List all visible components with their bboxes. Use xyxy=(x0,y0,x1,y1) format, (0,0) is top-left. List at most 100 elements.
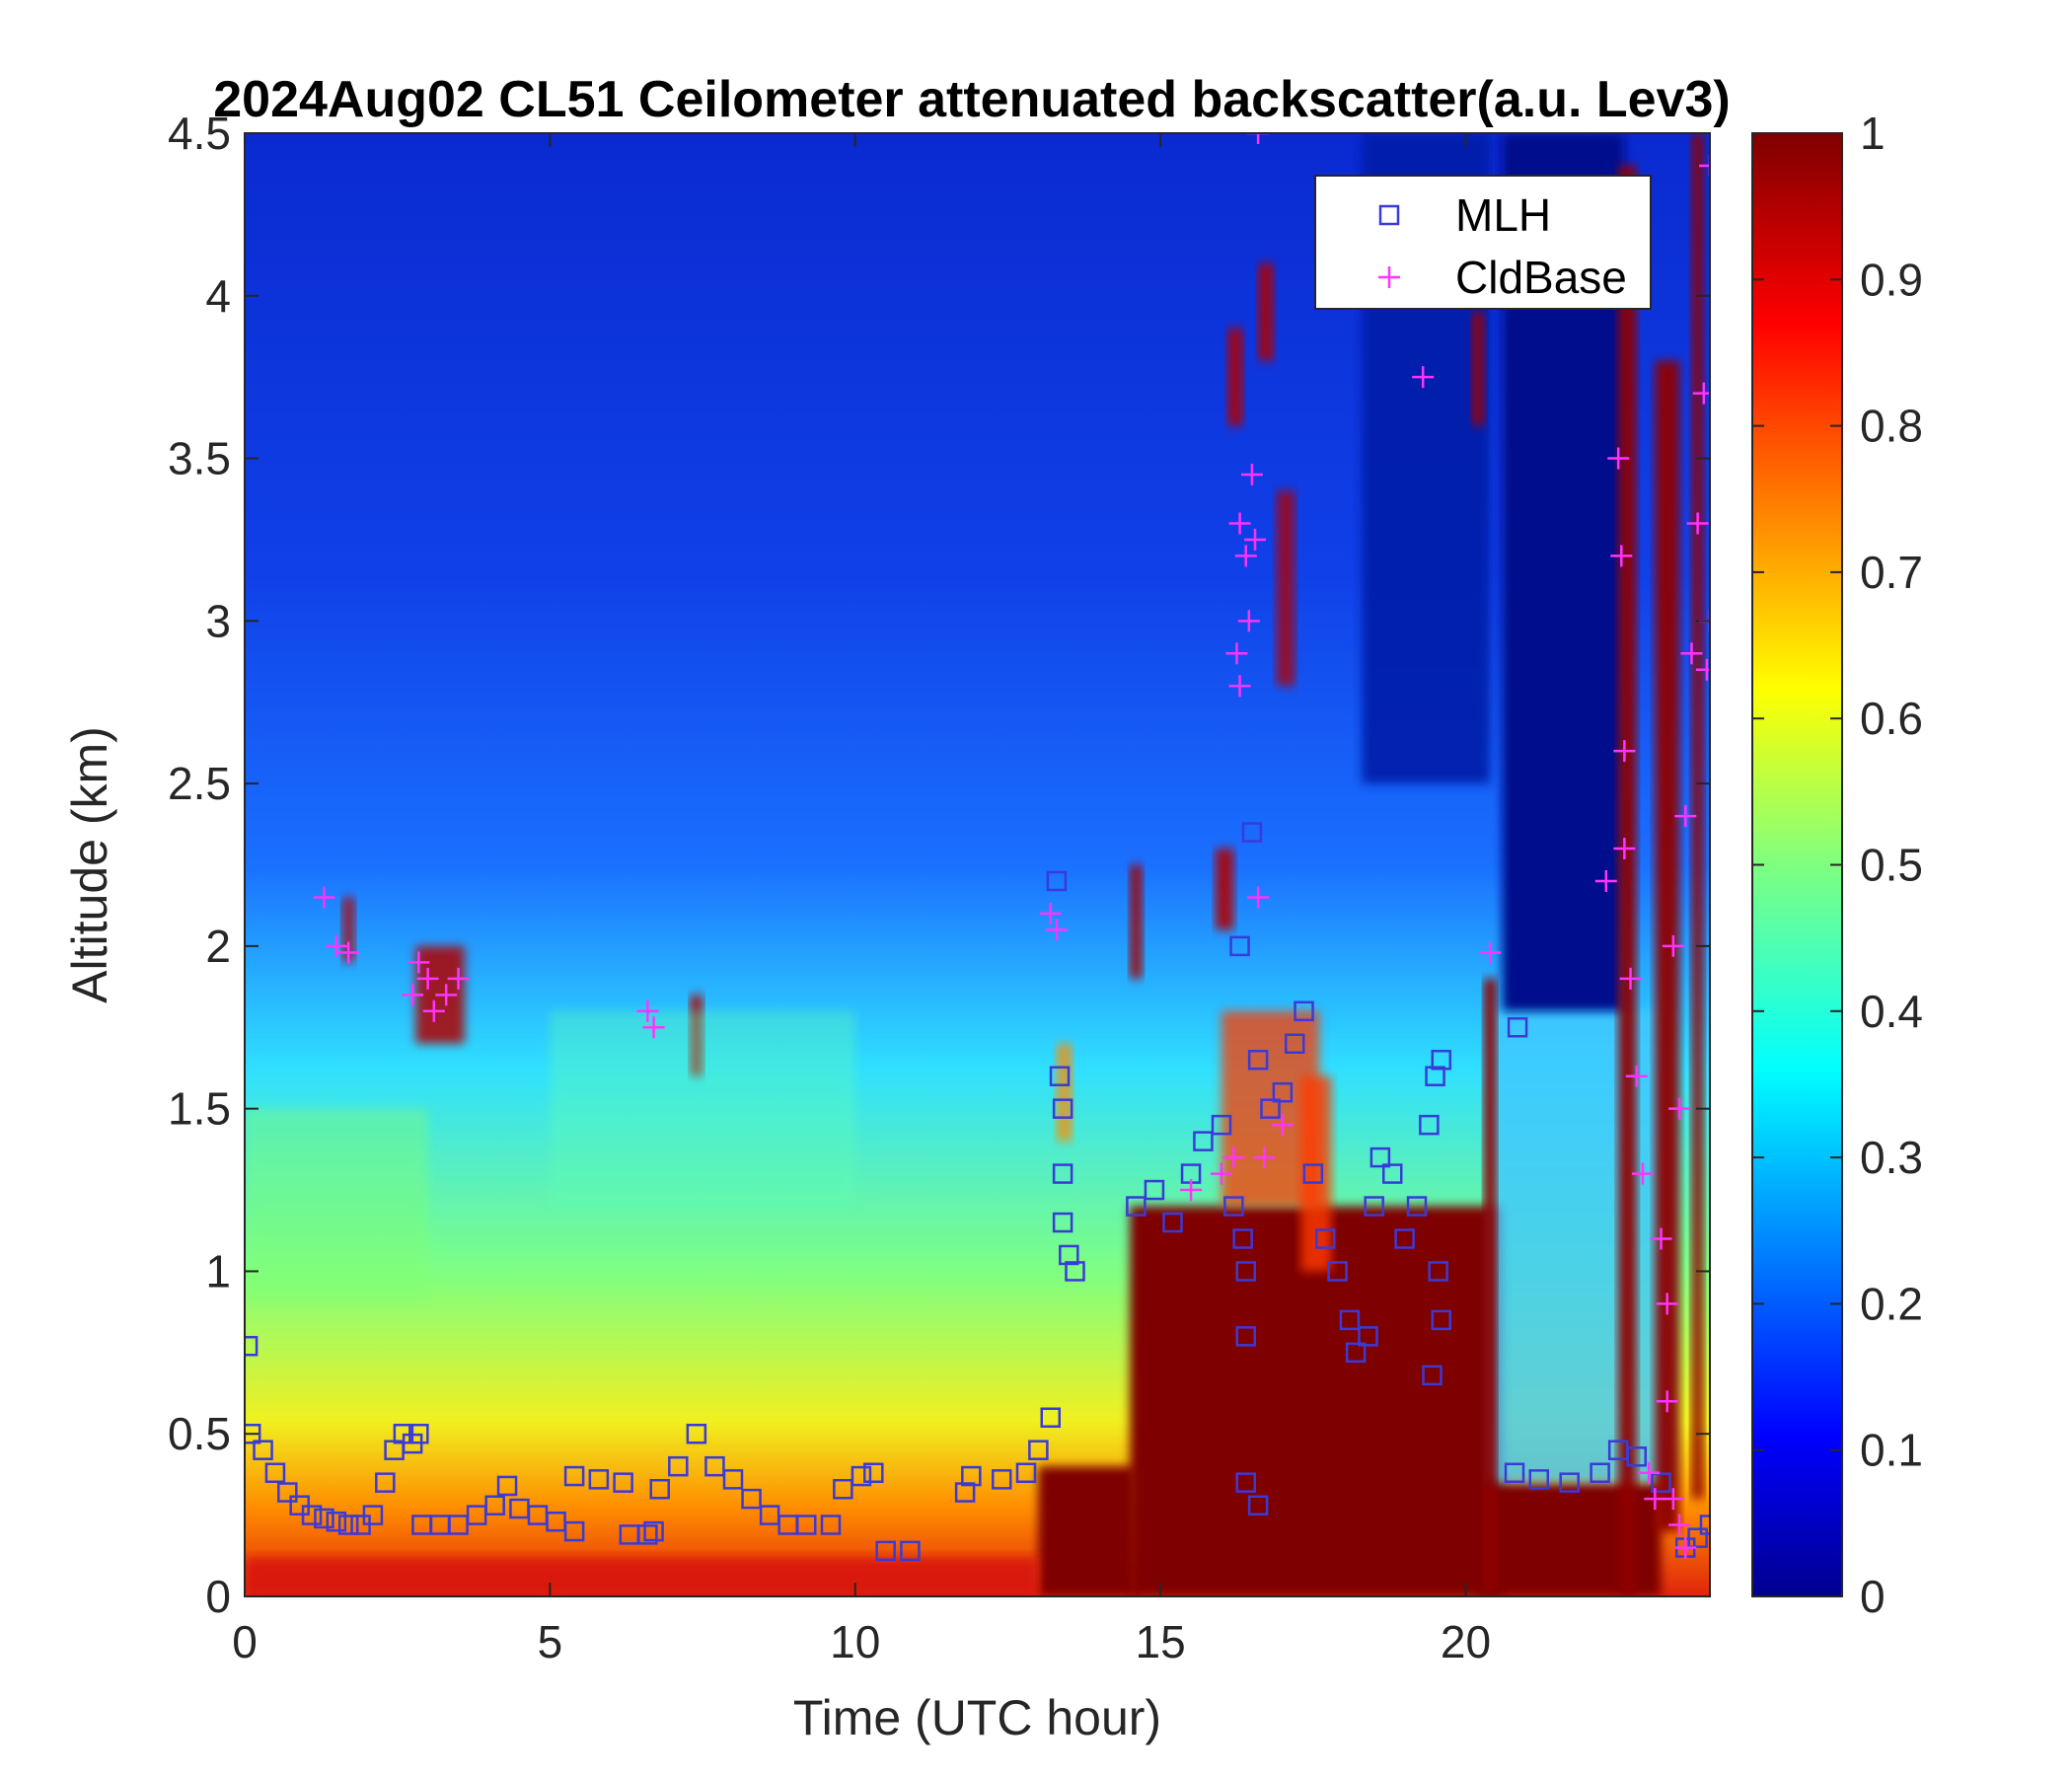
mlh-marker xyxy=(722,1469,744,1490)
colorbar-tick-label: 0.8 xyxy=(1860,401,1923,452)
backscatter-feature xyxy=(1215,849,1234,930)
mlh-marker xyxy=(1406,1196,1428,1217)
mlh-marker xyxy=(1431,1049,1451,1071)
y-tick-label: 4 xyxy=(205,270,231,322)
cldbase-marker xyxy=(1650,1227,1672,1250)
backscatter-feature xyxy=(1490,1010,1673,1483)
cldbase-marker xyxy=(1631,1162,1654,1185)
dense-aerosol-layer xyxy=(1130,1206,1503,1596)
colorbar-gradient xyxy=(1751,132,1843,1597)
cldbase-marker xyxy=(1271,1114,1294,1137)
cldbase-marker xyxy=(1607,447,1630,470)
cldbase-marker xyxy=(1479,941,1502,964)
mlh-marker xyxy=(1193,1131,1214,1151)
backscatter-feature xyxy=(245,1557,1039,1596)
backscatter-feature xyxy=(1618,165,1637,1596)
mlh-marker xyxy=(1247,1049,1269,1071)
backscatter-feature xyxy=(1038,1466,1137,1596)
cldbase-marker xyxy=(1625,1065,1648,1087)
mlh-marker xyxy=(1626,1446,1647,1467)
cldbase-marker xyxy=(1662,934,1684,957)
cldbase-marker xyxy=(642,1016,665,1039)
mlh-marker xyxy=(314,1508,334,1529)
cldbase-marker xyxy=(1695,658,1710,681)
cldbase-marker xyxy=(1613,838,1636,860)
mlh-marker xyxy=(1559,1472,1580,1493)
mlh-marker xyxy=(1504,1462,1525,1484)
cldbase-marker xyxy=(435,984,458,1006)
y-axis: 0 0.5 1 1.5 2 2.5 3 3.5 4 4.5 xyxy=(168,108,1710,1622)
colorbar-tick-label: 0.6 xyxy=(1860,693,1923,744)
mlh-marker xyxy=(1144,1179,1165,1201)
cldbase-marker xyxy=(1638,1461,1661,1484)
x-tick-label: 10 xyxy=(830,1616,880,1667)
cldbase-marker xyxy=(1180,1179,1203,1202)
colorbar-tick-label: 0.1 xyxy=(1860,1425,1923,1476)
mlh-marker xyxy=(820,1515,842,1535)
backscatter-feature xyxy=(1227,328,1243,426)
mlh-marker xyxy=(643,1520,664,1542)
colorbar-tick-label: 0.3 xyxy=(1860,1132,1923,1183)
mlh-marker xyxy=(1382,1163,1403,1184)
mlh-marker xyxy=(375,1472,396,1493)
cldbase-marker xyxy=(1680,642,1703,665)
cldbase-marker xyxy=(447,967,470,990)
cldbase-marker xyxy=(1045,919,1068,941)
cldbase-marker xyxy=(1686,512,1709,535)
chart-title: 2024Aug02 CL51 Ceilometer attenuated bac… xyxy=(213,71,1730,128)
mlh-marker xyxy=(245,1335,259,1357)
backscatter-feature xyxy=(1484,978,1497,1596)
mlh-marker xyxy=(1235,1261,1256,1282)
mlh-marker xyxy=(1065,1261,1085,1282)
cldbase-marker xyxy=(1247,133,1270,144)
backscatter-feature xyxy=(1691,133,1704,1500)
mlh-marker xyxy=(337,1515,359,1535)
mlh-marker xyxy=(563,1465,585,1487)
cldbase-marker xyxy=(337,941,360,964)
mlh-marker xyxy=(1015,1462,1037,1484)
legend-entry: CldBase xyxy=(1378,252,1627,303)
mlh-marker xyxy=(954,1482,976,1503)
legend-entry: MLH xyxy=(1378,189,1551,241)
backscatter-feature xyxy=(245,1108,428,1304)
cldbase-marker xyxy=(1225,642,1248,665)
cldbase-marker xyxy=(1228,675,1251,698)
cldbase-marker xyxy=(1412,366,1435,389)
cldbase-marker xyxy=(1240,464,1263,486)
backscatter-feature xyxy=(550,1010,855,1207)
cldbase-marker xyxy=(1692,382,1710,405)
cldbase-marker xyxy=(1253,1147,1276,1169)
cldbase-marker xyxy=(402,984,424,1006)
cldbase-marker xyxy=(1247,886,1270,909)
x-tick-label: 5 xyxy=(538,1616,563,1667)
mlh-marker xyxy=(362,1505,384,1525)
backscatter-feature xyxy=(1471,312,1485,426)
colorbar: 0 0.1 0.2 0.3 0.4 0.5 0.6 0.7 0.8 0.9 1 xyxy=(1751,108,1923,1622)
mlh-marker xyxy=(1285,1033,1305,1055)
y-axis-label: Altitude (km) xyxy=(62,726,117,1003)
y-tick-label: 4.5 xyxy=(168,108,231,159)
mlh-marker xyxy=(1260,1098,1281,1119)
mlh-marker xyxy=(637,1524,658,1545)
backscatter-feature xyxy=(1258,262,1274,361)
mlh-marker xyxy=(961,1465,982,1487)
cldbase-marker xyxy=(1674,805,1697,828)
mlh-marker xyxy=(1394,1228,1415,1249)
mlh-marker xyxy=(1052,1163,1073,1184)
mlh-marker xyxy=(796,1515,817,1535)
legend-square-marker xyxy=(1378,204,1400,226)
cldbase-marker xyxy=(416,967,439,990)
mlh-marker xyxy=(1422,1365,1443,1386)
mlh-marker xyxy=(1428,1261,1448,1282)
mlh-marker xyxy=(1223,1196,1244,1217)
cldbase-marker xyxy=(1610,545,1633,567)
mlh-marker xyxy=(1235,1472,1256,1493)
y-tick-label: 3 xyxy=(205,595,231,646)
mlh-marker xyxy=(1369,1147,1391,1168)
mlh-series xyxy=(245,822,1710,1562)
mlh-marker xyxy=(704,1455,725,1477)
y-tick-label: 2.5 xyxy=(168,758,231,809)
x-axis: 0 5 10 15 20 xyxy=(232,133,1491,1667)
x-tick-label: 15 xyxy=(1136,1616,1186,1667)
mlh-marker xyxy=(1314,1228,1336,1249)
